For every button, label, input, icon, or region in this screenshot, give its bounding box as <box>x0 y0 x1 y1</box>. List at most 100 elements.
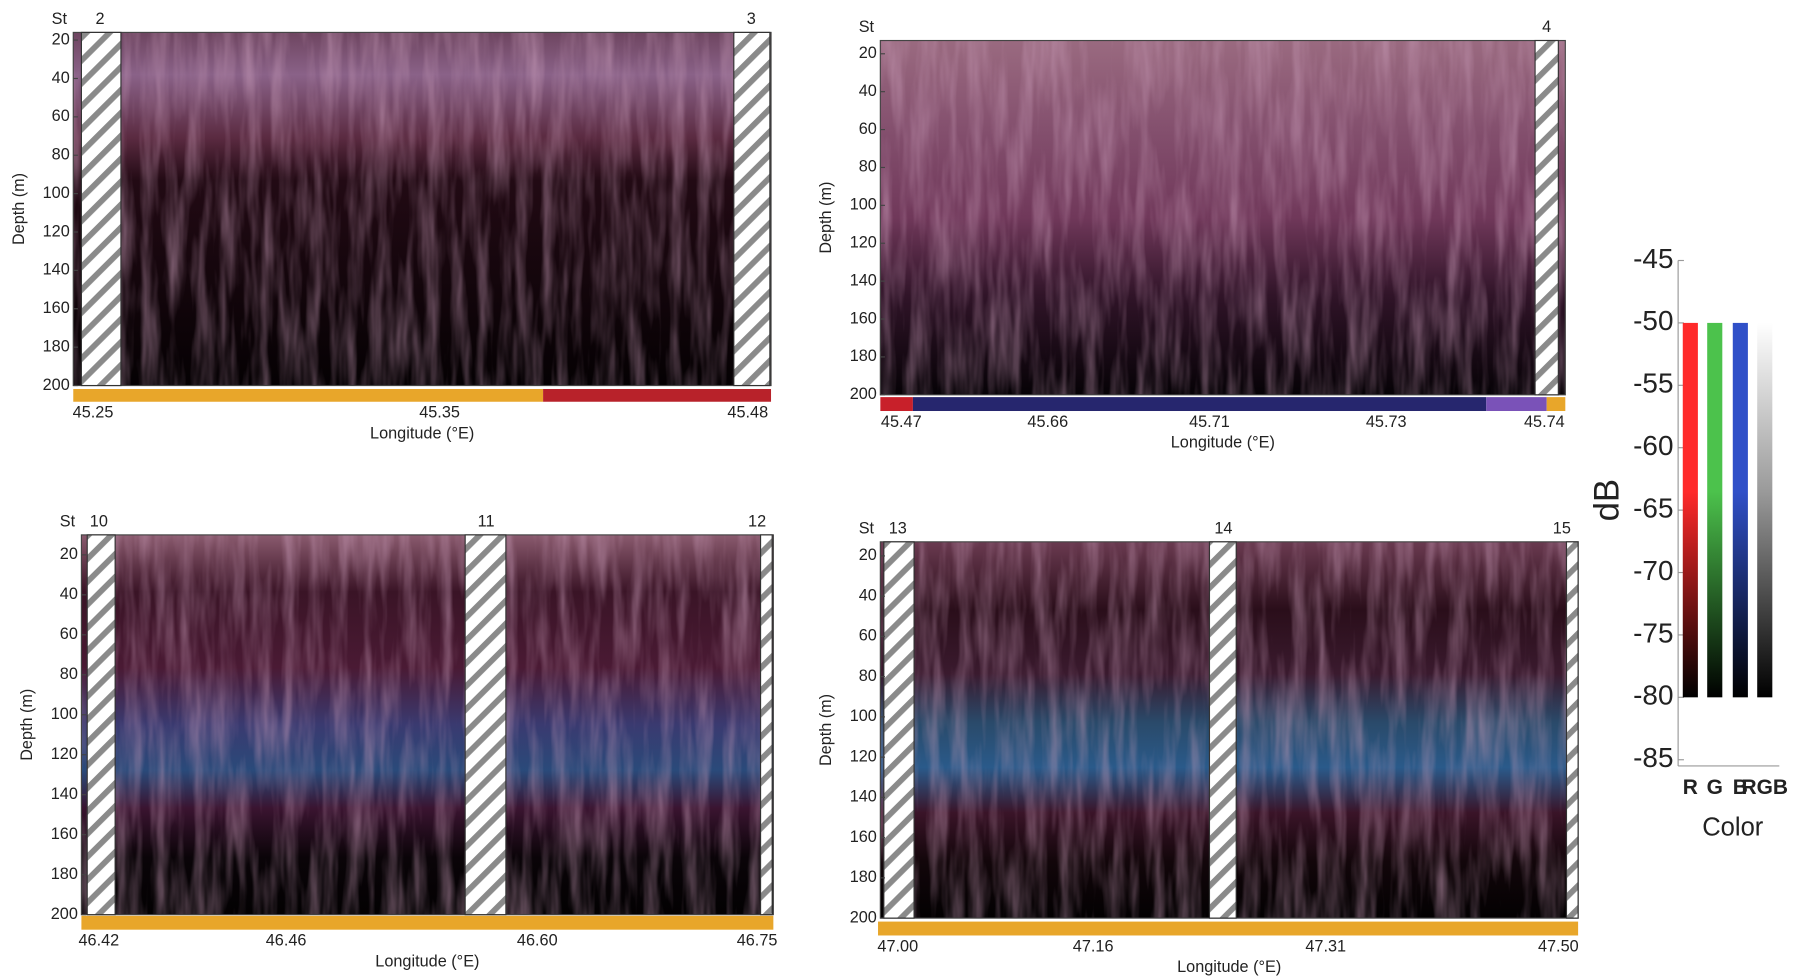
track-segment <box>878 921 1579 936</box>
station-hatch <box>1534 39 1559 396</box>
y-tick-label: -50 <box>1633 305 1673 336</box>
x-tick-label: B <box>1733 776 1748 799</box>
x-tick-label: 45.35 <box>419 404 460 422</box>
y-tick-label: 160 <box>850 309 877 327</box>
y-tick-label: 100 <box>850 196 877 214</box>
y-tick-label: 160 <box>850 828 877 846</box>
y-tick-label: 180 <box>51 865 78 883</box>
y-tick-label: 200 <box>850 385 877 403</box>
y-tick-label: 60 <box>859 627 877 645</box>
station-hatch <box>759 534 773 916</box>
x-axis-label: Longitude (°E) <box>1171 434 1275 452</box>
y-tick-label: -55 <box>1633 368 1673 399</box>
y-tick-label: 120 <box>43 222 70 240</box>
track-segment <box>912 397 1487 412</box>
track-segment <box>81 915 774 930</box>
station-label: 2 <box>95 10 104 28</box>
y-tick-label: 80 <box>859 158 877 176</box>
y-tick-label: 60 <box>60 625 78 643</box>
y-tick-label: 140 <box>850 788 877 806</box>
station-prefix: St <box>60 512 76 530</box>
y-tick-label: -85 <box>1633 742 1673 773</box>
x-axis-label: Longitude (°E) <box>1177 958 1281 976</box>
y-tick-label: 60 <box>52 107 70 125</box>
y-axis-label: Depth (m) <box>817 694 835 766</box>
station-label: 15 <box>1553 519 1571 537</box>
track-segment <box>73 389 544 402</box>
color-bar <box>1707 322 1723 698</box>
y-tick-label: 60 <box>859 120 877 138</box>
y-axis-label: dB <box>1588 479 1627 521</box>
station-hatch <box>1565 541 1579 919</box>
y-tick-label: 20 <box>60 545 78 563</box>
y-tick-label: -75 <box>1633 617 1673 648</box>
plot-frame <box>80 534 774 916</box>
x-tick-label: 45.74 <box>1524 413 1565 431</box>
x-tick-label: 46.46 <box>266 932 307 950</box>
y-tick-label: -80 <box>1633 680 1673 711</box>
x-tick-label: 47.16 <box>1073 937 1114 955</box>
y-tick-label: 180 <box>850 347 877 365</box>
track-segment <box>543 389 772 402</box>
station-label: 3 <box>747 10 756 28</box>
x-tick-label: RGB <box>1742 776 1788 799</box>
y-tick-label: 20 <box>52 30 70 48</box>
station-prefix: St <box>859 18 875 36</box>
x-axis-label: Longitude (°E) <box>370 424 474 442</box>
y-tick-label: 20 <box>859 546 877 564</box>
station-label: 12 <box>748 512 766 530</box>
echogram-texture <box>81 534 774 915</box>
x-tick-label: 47.31 <box>1305 937 1346 955</box>
x-tick-label: 45.25 <box>73 404 114 422</box>
y-tick-label: 120 <box>850 747 877 765</box>
y-tick-label: 200 <box>51 905 78 923</box>
x-axis-label: Longitude (°E) <box>375 952 479 970</box>
y-tick-label: 200 <box>43 376 70 394</box>
station-prefix: St <box>859 519 875 537</box>
color-bar <box>1682 322 1698 698</box>
station-label: 4 <box>1542 18 1551 36</box>
y-tick-label: 80 <box>52 146 70 164</box>
x-tick-label: 46.75 <box>737 932 778 950</box>
station-hatch <box>883 541 915 919</box>
station-hatch <box>80 31 122 387</box>
y-tick-label: 200 <box>850 908 877 926</box>
echogram-texture <box>880 40 1566 395</box>
y-tick-label: 100 <box>51 705 78 723</box>
station-prefix: St <box>52 10 68 28</box>
x-tick-label: 45.66 <box>1027 413 1068 431</box>
y-tick-label: -70 <box>1633 555 1673 586</box>
y-tick-label: 80 <box>859 667 877 685</box>
station-hatch <box>464 534 507 916</box>
color-bar <box>1732 322 1748 698</box>
y-tick-label: 140 <box>51 785 78 803</box>
x-tick-label: 45.71 <box>1189 413 1230 431</box>
station-label: 11 <box>478 512 495 530</box>
y-tick-label: -45 <box>1633 243 1673 274</box>
station-label: 10 <box>90 512 108 530</box>
x-tick-label: 46.60 <box>517 932 558 950</box>
x-tick-label: G <box>1707 776 1723 799</box>
station-label: 14 <box>1214 519 1232 537</box>
station-hatch <box>733 31 771 387</box>
track-segment <box>880 397 913 412</box>
x-tick-label: 47.50 <box>1538 937 1579 955</box>
station-hatch <box>1208 541 1237 919</box>
track-segment <box>1546 397 1566 412</box>
plot-frame <box>879 39 1566 396</box>
y-axis-label: Depth (m) <box>10 173 28 245</box>
y-tick-label: 40 <box>859 82 877 100</box>
y-tick-label: 20 <box>859 44 877 62</box>
x-tick-label: 46.42 <box>78 932 119 950</box>
y-tick-label: 140 <box>850 271 877 289</box>
y-tick-label: 120 <box>51 745 78 763</box>
track-segment <box>1486 397 1547 412</box>
y-axis-label: Depth (m) <box>18 689 36 761</box>
y-tick-label: 180 <box>43 337 70 355</box>
x-tick-label: R <box>1683 776 1698 799</box>
y-tick-label: 40 <box>859 586 877 604</box>
x-axis-label: Color <box>1702 814 1764 842</box>
y-tick-label: 80 <box>60 665 78 683</box>
y-tick-label: 100 <box>43 184 70 202</box>
